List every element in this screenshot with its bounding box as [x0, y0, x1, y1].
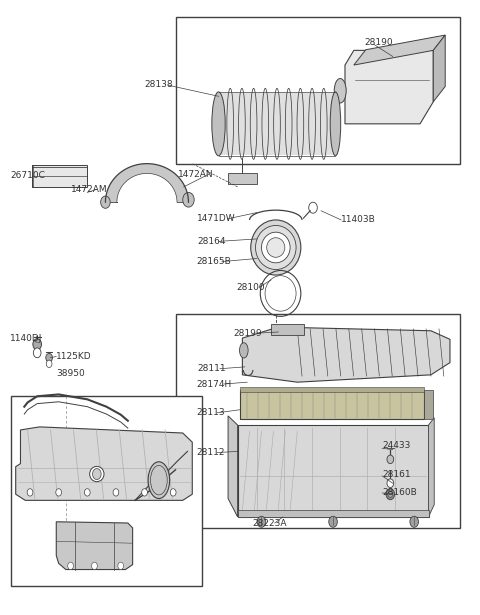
Circle shape: [68, 562, 73, 569]
Circle shape: [56, 489, 61, 496]
Circle shape: [46, 360, 52, 368]
Circle shape: [33, 339, 41, 350]
Polygon shape: [56, 522, 132, 569]
Text: 28161: 28161: [382, 469, 411, 478]
Circle shape: [27, 489, 33, 496]
FancyBboxPatch shape: [238, 510, 429, 517]
Circle shape: [46, 354, 52, 362]
Text: 24433: 24433: [382, 441, 410, 450]
Ellipse shape: [148, 462, 169, 499]
Circle shape: [101, 196, 110, 208]
Circle shape: [84, 489, 90, 496]
FancyBboxPatch shape: [240, 387, 424, 392]
Text: 11403B: 11403B: [341, 215, 376, 224]
Text: 1472AN: 1472AN: [178, 170, 214, 178]
Circle shape: [257, 516, 266, 527]
Polygon shape: [354, 35, 445, 65]
Text: 28113: 28113: [196, 408, 225, 418]
Text: 28164: 28164: [197, 237, 226, 246]
Text: 28174H: 28174H: [196, 379, 231, 389]
Circle shape: [309, 202, 317, 213]
FancyBboxPatch shape: [11, 396, 202, 586]
Text: 28165B: 28165B: [196, 257, 231, 266]
Text: 1140DJ: 1140DJ: [10, 333, 42, 343]
Text: 28199: 28199: [234, 328, 263, 338]
Circle shape: [387, 455, 394, 464]
Ellipse shape: [267, 238, 285, 257]
FancyBboxPatch shape: [238, 425, 429, 517]
Polygon shape: [16, 427, 192, 501]
Circle shape: [93, 469, 101, 480]
FancyBboxPatch shape: [216, 93, 338, 155]
Text: 28160B: 28160B: [382, 488, 417, 497]
Ellipse shape: [330, 92, 341, 156]
Circle shape: [113, 489, 119, 496]
Text: 1125KD: 1125KD: [56, 352, 92, 361]
Circle shape: [34, 348, 41, 358]
Circle shape: [386, 489, 395, 500]
FancyBboxPatch shape: [33, 165, 87, 187]
Circle shape: [388, 491, 393, 498]
Text: 38950: 38950: [56, 368, 85, 378]
Text: 28190: 28190: [364, 38, 393, 47]
Polygon shape: [242, 327, 450, 382]
Polygon shape: [429, 418, 434, 517]
Circle shape: [410, 516, 419, 527]
Polygon shape: [433, 35, 445, 102]
Ellipse shape: [251, 220, 301, 275]
Polygon shape: [345, 50, 433, 124]
Text: 28112: 28112: [196, 448, 225, 457]
Text: 28100: 28100: [236, 283, 265, 292]
Text: 28111: 28111: [197, 364, 226, 373]
Ellipse shape: [255, 226, 296, 269]
Ellipse shape: [90, 466, 104, 482]
Ellipse shape: [240, 343, 248, 358]
FancyBboxPatch shape: [424, 389, 433, 419]
Circle shape: [118, 562, 123, 569]
Polygon shape: [106, 164, 189, 202]
FancyBboxPatch shape: [176, 314, 459, 528]
FancyBboxPatch shape: [176, 17, 459, 164]
Text: 26710C: 26710C: [10, 172, 45, 180]
Circle shape: [142, 489, 147, 496]
FancyBboxPatch shape: [228, 173, 257, 184]
FancyBboxPatch shape: [240, 389, 424, 419]
FancyBboxPatch shape: [271, 324, 304, 335]
Text: 1472AM: 1472AM: [71, 185, 107, 194]
Ellipse shape: [334, 79, 346, 103]
Circle shape: [387, 479, 394, 488]
Ellipse shape: [262, 232, 290, 263]
Polygon shape: [228, 416, 238, 517]
Circle shape: [92, 562, 97, 569]
Text: 28138: 28138: [144, 79, 173, 89]
Text: 28223A: 28223A: [252, 518, 287, 528]
Circle shape: [170, 489, 176, 496]
Ellipse shape: [212, 92, 225, 156]
Circle shape: [329, 516, 337, 527]
Text: 1471DW: 1471DW: [197, 214, 236, 223]
Circle shape: [183, 192, 194, 207]
